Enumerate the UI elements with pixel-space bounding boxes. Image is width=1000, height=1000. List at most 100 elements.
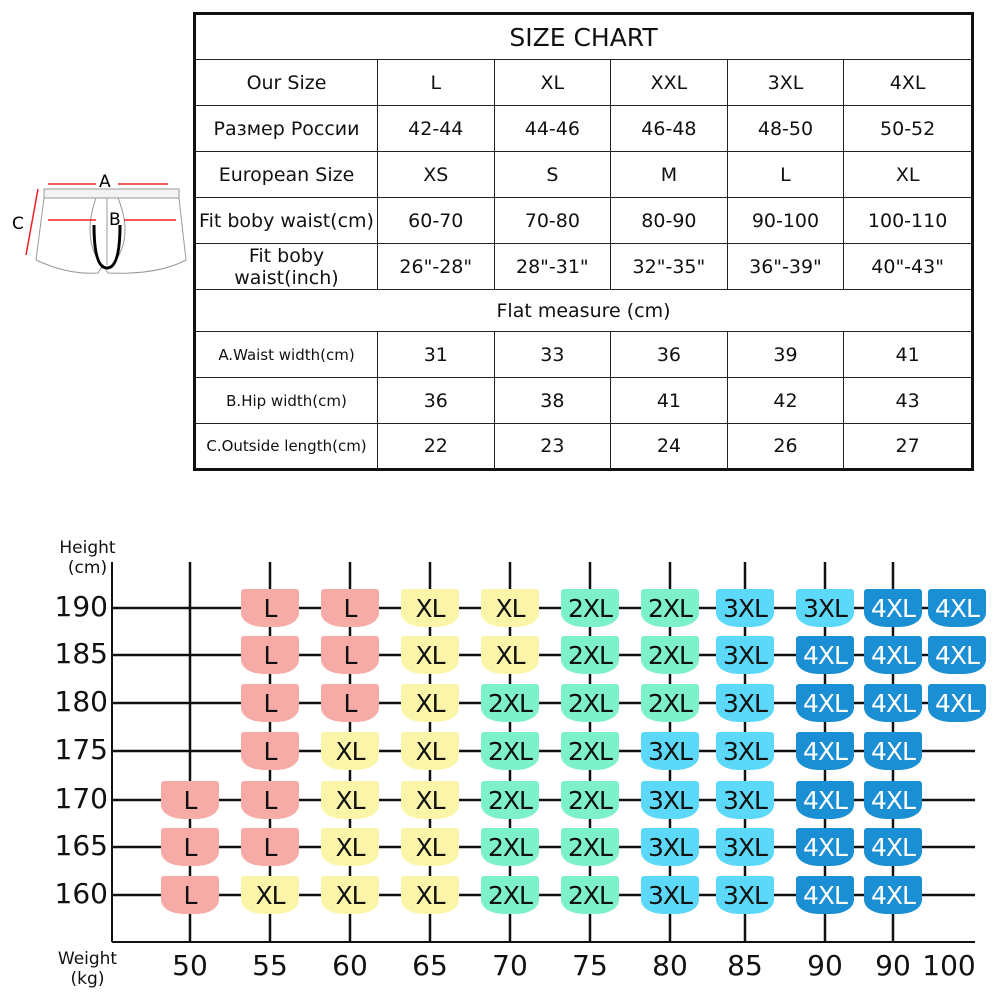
table-cell: 41 xyxy=(843,331,973,378)
table-cell: 43 xyxy=(843,377,973,424)
size-badge-xl: XL xyxy=(401,828,459,866)
table-cell: L xyxy=(377,59,495,106)
size-badge-xl: XL xyxy=(401,876,459,914)
table-cell: 28"-31" xyxy=(493,243,612,290)
table-cell: L xyxy=(726,151,845,198)
row-label: A.Waist width(cm) xyxy=(194,331,378,378)
weight-tick-label: 50 xyxy=(172,949,208,982)
label-b: B xyxy=(109,210,121,230)
table-cell: 33 xyxy=(493,331,612,378)
size-badge-2xl: 2XL xyxy=(481,828,539,866)
size-badge-4xl: 4XL xyxy=(864,876,922,914)
size-badge-4xl: 4XL xyxy=(864,732,922,770)
weight-tick-label: 55 xyxy=(252,949,288,982)
size-badge-4xl: 4XL xyxy=(796,876,854,914)
x-axis-label: Weight (kg) xyxy=(50,949,125,989)
table-cell: 100-110 xyxy=(843,197,973,244)
size-badge-l: L xyxy=(241,636,299,674)
size-badge-xl: XL xyxy=(401,781,459,819)
size-badge-2xl: 2XL xyxy=(641,684,699,722)
table-cell: 22 xyxy=(377,423,495,470)
size-badge-2xl: 2XL xyxy=(561,828,619,866)
size-badge-2xl: 2XL xyxy=(481,876,539,914)
size-badge-l: L xyxy=(161,781,219,819)
size-badge-3xl: 3XL xyxy=(716,589,774,627)
table-cell: 31 xyxy=(377,331,495,378)
size-badge-4xl: 4XL xyxy=(864,781,922,819)
size-badge-2xl: 2XL xyxy=(481,684,539,722)
table-cell: 36"-39" xyxy=(726,243,845,290)
y-axis-label-line: Height xyxy=(59,538,116,558)
weight-tick-label: 75 xyxy=(572,949,608,982)
size-badge-xl: XL xyxy=(401,589,459,627)
height-tick-label: 190 xyxy=(54,590,108,623)
table-cell: 40"-43" xyxy=(843,243,973,290)
x-axis-label-line: Weight xyxy=(57,949,118,969)
table-row: B.Hip width(cm) 36 38 41 42 43 xyxy=(194,377,973,424)
weight-tick-label: 65 xyxy=(412,949,448,982)
size-badge-2xl: 2XL xyxy=(561,636,619,674)
size-badge-2xl: 2XL xyxy=(561,732,619,770)
size-badge-4xl: 4XL xyxy=(864,636,922,674)
table-cell: 32"-35" xyxy=(610,243,728,290)
table-row: A.Waist width(cm) 31 33 36 39 41 xyxy=(194,331,973,378)
size-badge-2xl: 2XL xyxy=(561,589,619,627)
size-badge-l: L xyxy=(241,781,299,819)
table-cell: 44-46 xyxy=(493,105,612,152)
table-cell: S xyxy=(493,151,612,198)
table-row: Fit boby waist(cm) 60-70 70-80 80-90 90-100 1… xyxy=(194,197,973,244)
row-label: Fit boby waist(inch) xyxy=(194,243,378,290)
row-label: European Size xyxy=(194,151,378,198)
size-badge-3xl: 3XL xyxy=(641,876,699,914)
size-badge-l: L xyxy=(241,732,299,770)
size-badge-xl: XL xyxy=(481,589,539,627)
table-cell: 38 xyxy=(493,377,612,424)
size-badge-3xl: 3XL xyxy=(641,781,699,819)
table-cell: 4XL xyxy=(843,59,973,106)
size-badge-3xl: 3XL xyxy=(716,636,774,674)
table-cell: 36 xyxy=(610,331,728,378)
size-badge-3xl: 3XL xyxy=(716,828,774,866)
size-badge-xl: XL xyxy=(401,732,459,770)
table-cell: 24 xyxy=(610,423,728,470)
x-axis-label-line: (kg) xyxy=(70,969,105,989)
table-cell: 23 xyxy=(493,423,612,470)
size-badge-xl: XL xyxy=(401,684,459,722)
weight-tick-label: 60 xyxy=(332,949,368,982)
size-badge-l: L xyxy=(241,828,299,866)
size-badge-2xl: 2XL xyxy=(641,589,699,627)
table-cell: 42-44 xyxy=(377,105,495,152)
size-badge-l: L xyxy=(241,684,299,722)
size-badge-3xl: 3XL xyxy=(716,781,774,819)
size-badge-xl: XL xyxy=(321,828,379,866)
weight-tick-label: 90 xyxy=(875,949,911,982)
size-badge-3xl: 3XL xyxy=(641,732,699,770)
size-badge-3xl: 3XL xyxy=(716,684,774,722)
height-weight-size-grid: Height (cm) Weight (kg) 190 185 180 175 170 1… xyxy=(0,530,1000,1000)
height-tick-label: 185 xyxy=(54,637,108,670)
table-title: SIZE CHART xyxy=(194,13,973,60)
y-axis-label: Height (cm) xyxy=(50,538,125,578)
size-badge-4xl: 4XL xyxy=(864,589,922,627)
size-badge-4xl: 4XL xyxy=(796,636,854,674)
row-label: Fit boby waist(cm) xyxy=(194,197,378,244)
size-badge-l: L xyxy=(161,876,219,914)
size-badge-xl: XL xyxy=(481,636,539,674)
size-badge-l: L xyxy=(241,589,299,627)
table-cell: XL xyxy=(493,59,612,106)
size-badge-3xl: 3XL xyxy=(796,589,854,627)
size-badge-xl: XL xyxy=(401,636,459,674)
size-badge-3xl: 3XL xyxy=(716,876,774,914)
size-badge-4xl: 4XL xyxy=(864,828,922,866)
height-tick-label: 165 xyxy=(54,829,108,862)
table-row: Размер России 42-44 44-46 46-48 48-50 50-52 xyxy=(194,105,973,152)
table-cell: 26"-28" xyxy=(377,243,495,290)
size-badge-xl: XL xyxy=(241,876,299,914)
size-badge-xl: XL xyxy=(321,876,379,914)
table-cell: 50-52 xyxy=(843,105,973,152)
table-cell: 70-80 xyxy=(493,197,612,244)
size-badge-l: L xyxy=(321,589,379,627)
table-cell: 46-48 xyxy=(610,105,728,152)
table-cell: XS xyxy=(377,151,495,198)
size-badge-2xl: 2XL xyxy=(561,781,619,819)
